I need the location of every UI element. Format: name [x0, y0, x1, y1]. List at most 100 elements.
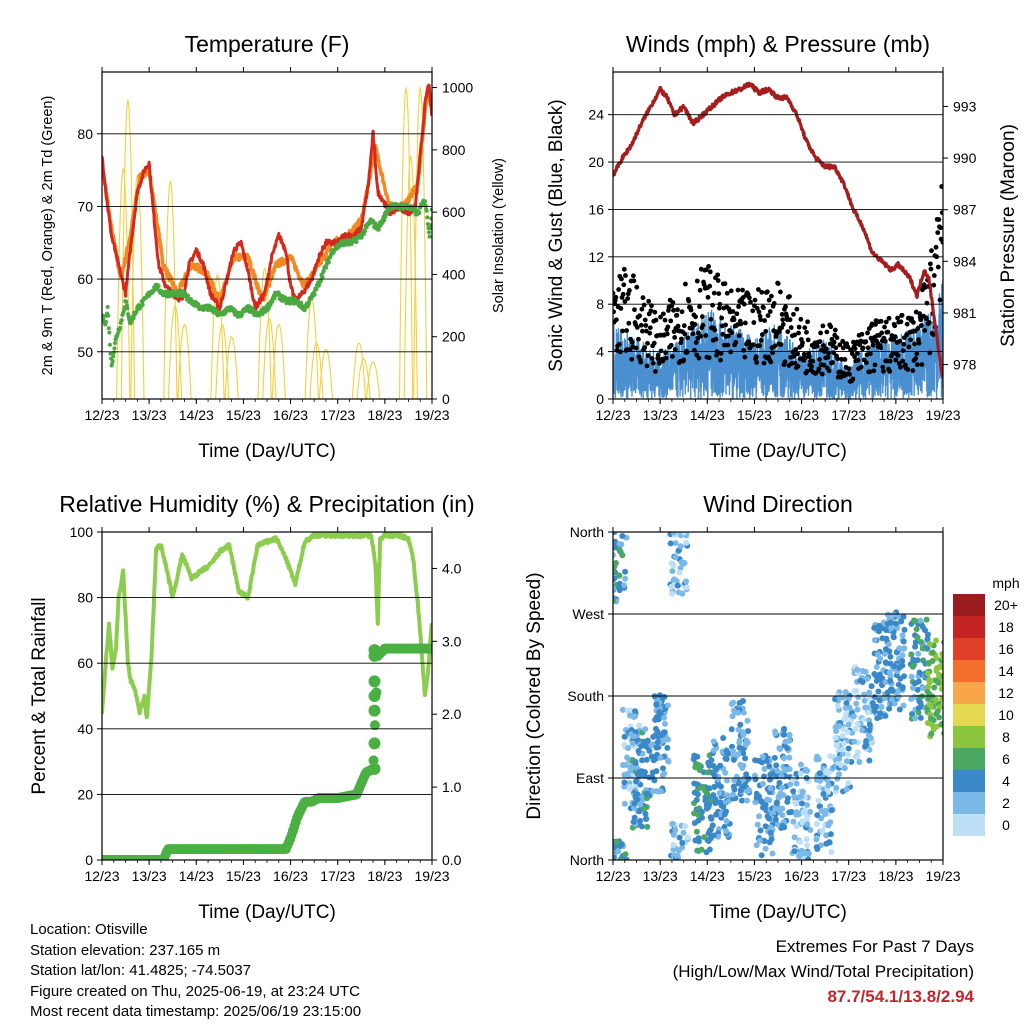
td2m-point [423, 199, 428, 204]
direction-point [900, 638, 907, 645]
gust-point [701, 282, 707, 287]
gust-point [761, 360, 767, 366]
direction-point [869, 700, 876, 707]
gust-point [867, 369, 873, 375]
direction-point [723, 818, 730, 825]
gust-point [625, 296, 631, 301]
direction-point [720, 803, 727, 810]
gust-point [879, 330, 885, 336]
gust-point [735, 287, 741, 293]
direction-point [696, 767, 703, 774]
gust-point [713, 336, 719, 342]
direction-point [845, 721, 852, 728]
panel-title: Temperature (F) [185, 31, 350, 57]
gust-point [865, 330, 870, 336]
gust-point [684, 349, 690, 355]
direction-point [814, 753, 821, 760]
direction-point [883, 627, 890, 634]
direction-point [786, 754, 793, 761]
direction-point [913, 626, 920, 633]
panel-2: 12/23 13/23 14/23 15/23 16/23 17/23 18/23 19/23… [546, 31, 1019, 462]
direction-point [643, 740, 650, 747]
direction-point [626, 785, 633, 792]
precip-point [368, 737, 381, 750]
direction-point [909, 684, 916, 691]
x-axis-label: Time (Day/UTC) [198, 902, 336, 923]
direction-point [759, 799, 766, 806]
direction-point [657, 788, 664, 795]
gust-point [864, 360, 869, 366]
direction-point [772, 816, 779, 823]
td2m-point [111, 354, 116, 359]
gust-point [926, 320, 932, 325]
gust-point [758, 317, 764, 323]
direction-point [613, 597, 616, 604]
direction-point [771, 754, 778, 761]
gust-point [890, 351, 895, 356]
direction-point [668, 560, 675, 567]
gust-point [800, 340, 805, 346]
direction-point [757, 827, 764, 834]
direction-point [632, 778, 639, 785]
direction-point [926, 640, 933, 647]
direction-point [729, 743, 736, 750]
td2m-point [107, 330, 112, 335]
gust-point [623, 273, 628, 278]
direction-point [691, 819, 698, 826]
gust-point [885, 329, 891, 335]
direction-point [653, 714, 660, 721]
direction-point [745, 728, 752, 735]
gust-point [668, 318, 674, 324]
direction-point [850, 713, 857, 720]
direction-point [752, 776, 759, 783]
gust-point [819, 371, 825, 377]
gust-point [616, 287, 622, 292]
gust-point [918, 323, 924, 328]
gust-point [751, 320, 757, 325]
direction-point [697, 784, 704, 791]
gust-point [697, 304, 702, 310]
direction-point [881, 650, 888, 657]
solar-insolation-spike [351, 342, 367, 399]
solar-insolation-spike [215, 323, 230, 399]
direction-point [780, 731, 787, 738]
gust-point [870, 342, 876, 348]
direction-point [772, 730, 779, 737]
direction-point [828, 807, 835, 814]
direction-point [638, 823, 645, 830]
x-tick-label: 18/23 [367, 868, 402, 884]
y-tick-label: North [570, 852, 604, 868]
gust-point [767, 309, 773, 314]
direction-point [661, 720, 668, 727]
y2-tick-label: 0.0 [442, 852, 462, 868]
direction-point [616, 572, 623, 579]
direction-point [931, 684, 938, 691]
direction-point [776, 792, 783, 799]
direction-point [824, 789, 831, 796]
direction-point [735, 726, 742, 733]
gust-point [756, 309, 762, 315]
gust-point [653, 317, 659, 323]
gust-point [833, 345, 839, 351]
direction-point [626, 712, 633, 719]
direction-point [625, 745, 632, 752]
direction-point [929, 722, 936, 729]
direction-point [936, 672, 943, 679]
direction-point [774, 767, 781, 774]
y2-tick-label: 990 [953, 150, 977, 166]
gust-point [793, 347, 799, 352]
direction-point [923, 616, 930, 623]
gust-point [738, 321, 744, 327]
direction-point [644, 795, 651, 802]
gust-point [638, 322, 644, 328]
direction-point [613, 585, 617, 592]
x-tick-label: 19/23 [925, 407, 960, 423]
direction-point [917, 699, 924, 706]
rh-plot-area [102, 532, 432, 860]
direction-point [731, 777, 738, 784]
td2m-point [266, 306, 271, 311]
gust-point [729, 330, 735, 336]
gust-point [755, 287, 761, 292]
td2m-point [354, 239, 359, 244]
gust-point [863, 339, 869, 345]
